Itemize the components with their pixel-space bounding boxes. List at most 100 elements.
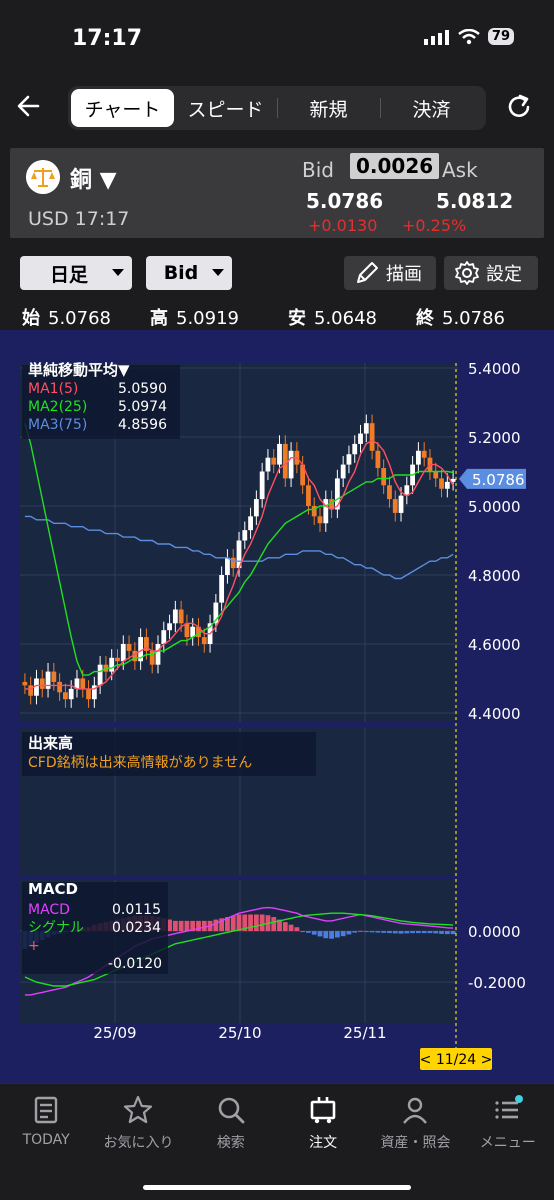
candle-body — [352, 443, 358, 455]
settings-button[interactable]: 設定 — [444, 256, 538, 290]
ohlc-open-value: 5.0768 — [48, 308, 111, 329]
draw-button-label: 描画 — [386, 264, 422, 285]
candle-body — [149, 650, 155, 665]
candle-body — [415, 450, 421, 465]
chart-toolbar: 日足 Bid 描画 設定 — [0, 250, 554, 296]
bottom-tab-favorites-label: お気に入り — [103, 1135, 174, 1151]
tab-speed[interactable]: スピード — [187, 98, 264, 121]
macd-histogram-bar — [271, 917, 277, 932]
macd-histogram-bar — [190, 920, 196, 932]
macd-histogram-bar — [381, 931, 387, 933]
candle-body — [86, 688, 91, 700]
candle-body — [421, 450, 427, 458]
macd-histogram-bar — [346, 931, 352, 935]
macd-legend-name: + — [28, 938, 40, 954]
bottom-tab-order-label: 注文 — [309, 1135, 338, 1151]
draw-button[interactable]: 描画 — [344, 256, 436, 290]
macd-panel-title: MACD — [28, 880, 78, 898]
candle-body — [271, 457, 277, 465]
candle-body — [282, 443, 288, 479]
chart-area[interactable]: 5.4000 5.2000 5.0000 4.8000 4.6000 4.4000 単純移動… — [0, 330, 554, 1083]
candle-body — [230, 557, 236, 569]
ohlc-open: 始 5.0768 — [22, 304, 111, 330]
symbol-selector[interactable]: 銅 ▼ — [70, 168, 117, 193]
last-price-label: 5.0786 — [472, 471, 525, 489]
back-arrow-icon[interactable] — [14, 88, 44, 124]
bottom-tab-favorites[interactable]: お気に入り — [92, 1084, 184, 1200]
chart-canvas[interactable]: 5.4000 5.2000 5.0000 4.8000 4.6000 4.4000 単純移動… — [0, 330, 554, 1083]
candle-body — [172, 609, 178, 624]
macd-legend-value: -0.0120 — [108, 956, 162, 972]
candle-body — [334, 478, 340, 510]
candle-body — [323, 499, 329, 524]
macd-histogram-bar — [230, 915, 236, 932]
candle-body — [22, 681, 28, 686]
macd-legend-name: MACD — [28, 902, 70, 918]
candle-body — [167, 623, 172, 631]
macd-y-tick-label: -0.2000 — [468, 974, 526, 992]
chevron-down-icon — [212, 269, 224, 276]
news-icon — [34, 1096, 58, 1124]
volume-panel-title: 出来高 — [28, 734, 73, 752]
candle-body — [340, 464, 346, 479]
candle-body — [155, 644, 161, 665]
y-tick-label: 4.4000 — [468, 705, 521, 723]
bottom-tab-search[interactable]: 検索 — [185, 1084, 277, 1200]
macd-histogram-bar — [167, 919, 172, 932]
macd-histogram-bar — [415, 931, 421, 934]
bottom-tab-assets[interactable]: 資産・照会 — [369, 1084, 461, 1200]
ohlc-high: 高 5.0919 — [150, 304, 239, 330]
tab-new-order[interactable]: 新規 — [277, 89, 380, 127]
y-tick-label: 5.4000 — [468, 360, 521, 378]
price-type-dropdown[interactable]: Bid — [146, 256, 232, 290]
ma-legend-value: 5.0590 — [118, 381, 167, 397]
y-tick-label: 5.2000 — [468, 429, 521, 447]
macd-histogram-bar — [248, 914, 253, 932]
quote-panel: 銅 ▼ USD 17:17 Bid 0.0026 Ask 5.0786 5.08… — [10, 148, 544, 238]
y-tick-label: 4.6000 — [468, 636, 521, 654]
macd-histogram-bar — [219, 918, 225, 932]
candle-body — [97, 664, 103, 686]
volume-unavailable-message: CFD銘柄は出来高情報がありません — [28, 754, 252, 771]
tab-settlement[interactable]: 決済 — [380, 89, 483, 127]
candle-body — [444, 481, 450, 489]
star-icon — [124, 1095, 153, 1124]
x-tick-label: 25/11 — [343, 1024, 386, 1042]
ma-legend-title: 単純移動平均▼ — [28, 361, 130, 379]
ma-legend-name: MA1(5) — [28, 381, 78, 397]
x-tick-label: 25/10 — [218, 1024, 261, 1042]
macd-histogram-bar — [213, 919, 219, 932]
status-time: 17:17 — [72, 26, 143, 51]
ma2-line — [24, 423, 454, 676]
bottom-tab-menu[interactable]: メニュー — [462, 1084, 554, 1200]
cursor-date-tag — [420, 1048, 492, 1070]
macd-histogram-bar — [288, 924, 294, 932]
macd-y-tick-label: 0.0000 — [468, 923, 521, 941]
chart-tab-group: チャート スピード 新規 決済 — [68, 86, 486, 130]
search-icon — [218, 1097, 245, 1124]
candle-body — [213, 602, 219, 624]
menu-icon — [495, 1095, 523, 1119]
candle-body — [248, 516, 253, 531]
tab-chart[interactable]: チャート — [71, 89, 174, 127]
macd-histogram-bar — [311, 931, 317, 935]
candle-body — [80, 678, 86, 689]
status-bar: 17:17 79 — [0, 0, 554, 80]
refresh-icon[interactable] — [502, 90, 536, 124]
ohlc-low-value: 5.0648 — [314, 308, 377, 329]
macd-histogram-bar — [225, 917, 230, 932]
candle-body — [253, 499, 259, 517]
bottom-tab-order[interactable]: 注文 — [277, 1084, 369, 1200]
candle-body — [311, 506, 317, 517]
macd-histogram-bar — [196, 920, 201, 932]
period-dropdown[interactable]: 日足 — [20, 256, 132, 290]
macd-histogram-bar — [172, 920, 178, 932]
candle-body — [288, 450, 294, 479]
candle-body — [190, 626, 196, 638]
candle-body — [392, 499, 398, 513]
commodity-scale-icon — [26, 160, 60, 194]
candle-body — [398, 495, 404, 513]
price-change: +0.0130 — [308, 216, 378, 235]
bottom-tab-today[interactable]: TODAY — [0, 1084, 92, 1200]
candle-body — [277, 443, 282, 465]
